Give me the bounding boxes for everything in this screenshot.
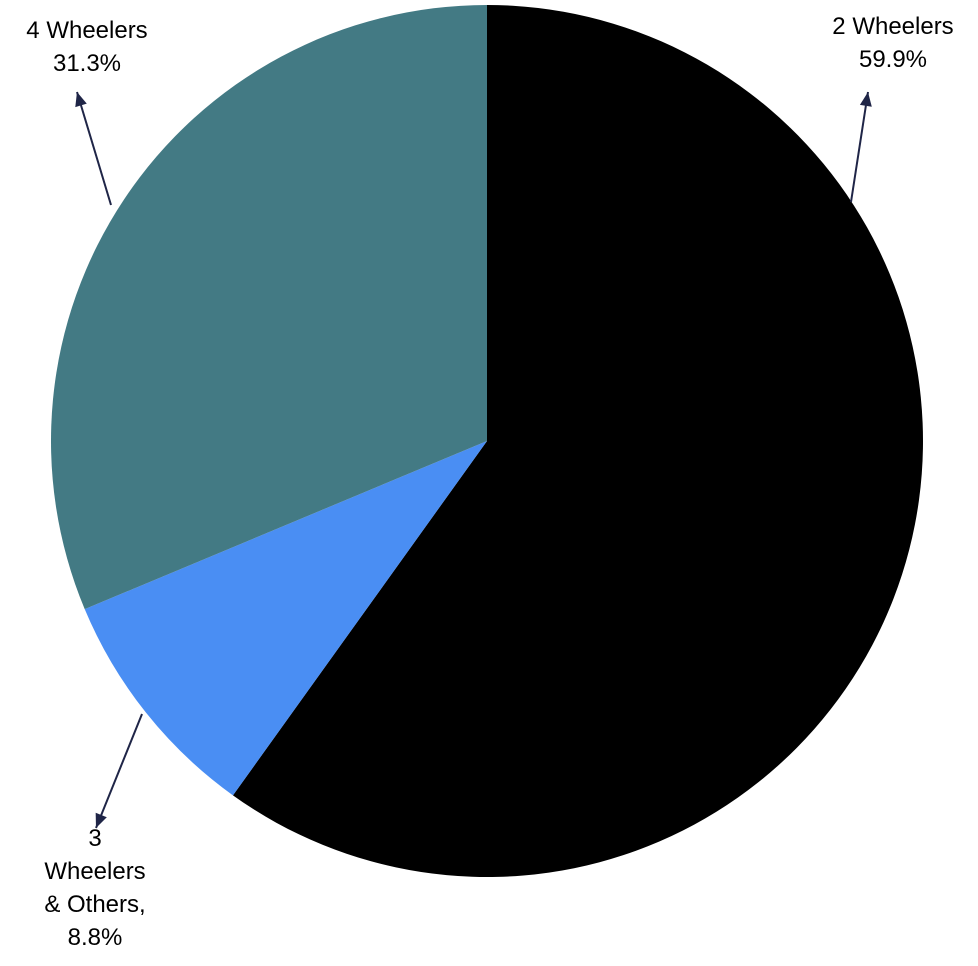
pie-slice-2-wheelers [232,5,923,877]
data-labels: 2 Wheelers 59.9% 3 Wheelers & Others, 8.8% 4 W… [26,13,953,951]
leader-lines [75,91,872,829]
pie-slices [50,5,923,877]
pie-slice-4-wheelers [50,5,488,610]
arrowhead-icon [75,92,87,108]
leader-line [76,91,112,206]
arrowhead-icon [859,92,872,107]
data-label-line: 31.3% [53,50,121,77]
data-label-line: 59.9% [859,46,927,73]
leader-line [95,713,143,829]
data-label-line: Wheelers [44,858,145,885]
data-label-line: 2 Wheelers [832,13,953,40]
data-label-line: 8.8% [68,924,123,951]
data-label: 2 Wheelers 59.9% [832,13,953,73]
leader-line [850,91,869,203]
data-label-line: & Others, [44,891,145,918]
arrowhead-icon [95,812,107,828]
data-label-line: 4 Wheelers [26,17,147,44]
data-label: 3 Wheelers & Others, 8.8% [44,825,145,951]
data-label: 4 Wheelers 31.3% [26,17,147,77]
data-label-line: 3 [88,825,101,852]
pie-slice-3-wheelers-others [84,441,487,796]
